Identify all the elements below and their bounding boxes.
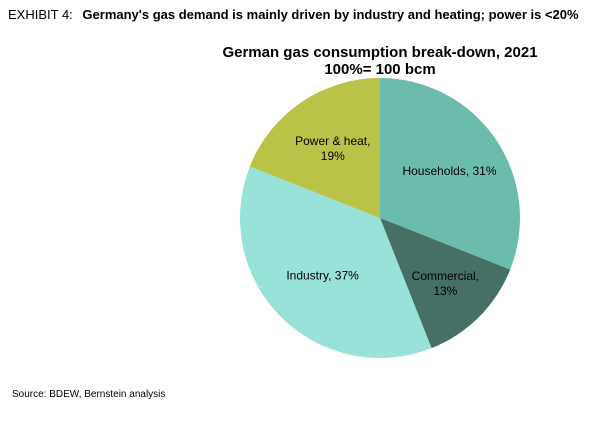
- chart-title: German gas consumption break-down, 2021: [222, 44, 538, 61]
- pie-slice-commercial: [380, 218, 511, 349]
- exhibit-header: EXHIBIT 4: Germany's gas demand is mainl…: [8, 7, 579, 22]
- pie-slice-power-heat: [249, 78, 380, 218]
- source-note: Source: BDEW, Bernstein analysis: [12, 389, 166, 400]
- chart-subtitle: 100%= 100 bcm: [324, 61, 436, 78]
- slice-label-households: Households, 31%: [402, 164, 496, 178]
- pie-slice-households: [380, 78, 520, 270]
- slice-label-industry: Industry, 37%: [286, 268, 359, 282]
- pie-slice-industry: [240, 166, 432, 358]
- exhibit-label: EXHIBIT 4:: [8, 7, 73, 22]
- exhibit-headline: Germany's gas demand is mainly driven by…: [82, 7, 579, 22]
- slice-label-commercial: Commercial, 13%: [412, 269, 479, 298]
- slice-label-power-heat: Power & heat, 19%: [295, 134, 370, 163]
